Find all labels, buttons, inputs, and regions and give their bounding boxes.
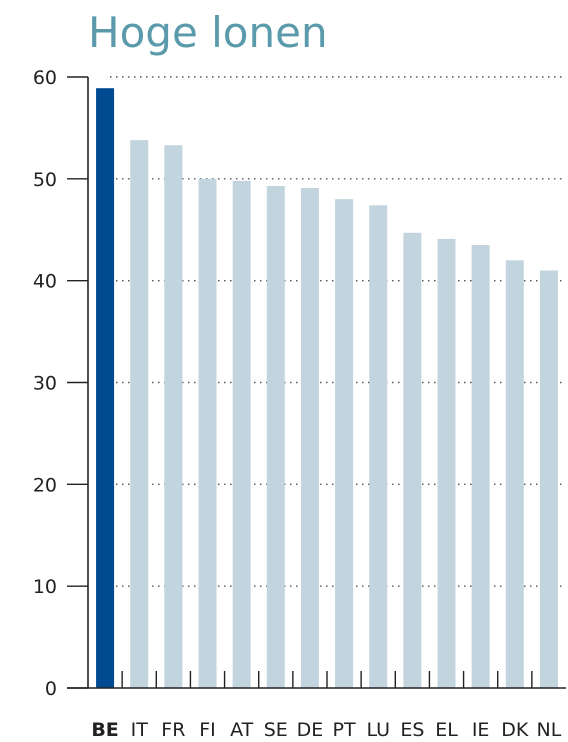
bar-ie (471, 245, 490, 688)
y-tick-label: 30 (33, 373, 57, 395)
x-tick-label: ES (400, 719, 424, 741)
y-tick-label: 60 (33, 67, 57, 89)
bar-nl (539, 270, 558, 688)
x-tick-label: DE (297, 719, 324, 741)
x-tick-label: DK (501, 719, 529, 741)
x-tick-label: EL (435, 719, 458, 741)
x-tick-label: AT (230, 719, 254, 741)
y-tick-label: 10 (33, 576, 57, 598)
x-tick-label: BE (91, 719, 118, 741)
bar-el (437, 238, 456, 689)
x-tick-label: IE (472, 719, 490, 741)
bar-fr (164, 145, 183, 688)
bar-it (130, 140, 149, 689)
y-tick-label: 0 (45, 678, 57, 700)
bars (96, 88, 558, 689)
y-tick-label: 20 (33, 474, 57, 496)
x-tick-labels: BE IT FR FI AT SE DE PT LU ES EL IE DK NL (91, 671, 562, 741)
bar-fi (198, 178, 217, 689)
x-tick-label: LU (366, 719, 390, 741)
x-tick-label: FI (199, 719, 216, 741)
bar-at (232, 180, 251, 688)
bar-lu (369, 205, 388, 688)
y-tick-label: 40 (33, 271, 57, 293)
bar-se (266, 185, 285, 688)
x-tick-label: FR (161, 719, 185, 741)
x-tick-label: NL (537, 719, 562, 741)
y-tick-label: 50 (33, 169, 57, 191)
bar-de (300, 187, 319, 688)
bar-pt (335, 199, 354, 688)
bar-be (96, 88, 115, 689)
bar-es (403, 232, 422, 688)
chart-title: Hoge lonen (88, 8, 328, 57)
x-tick-label: SE (264, 719, 288, 741)
x-tick-label: IT (131, 719, 149, 741)
y-tick-labels: 0 10 20 30 40 50 60 (33, 67, 88, 700)
x-tick-label: PT (333, 719, 356, 741)
bar-dk (505, 260, 524, 688)
